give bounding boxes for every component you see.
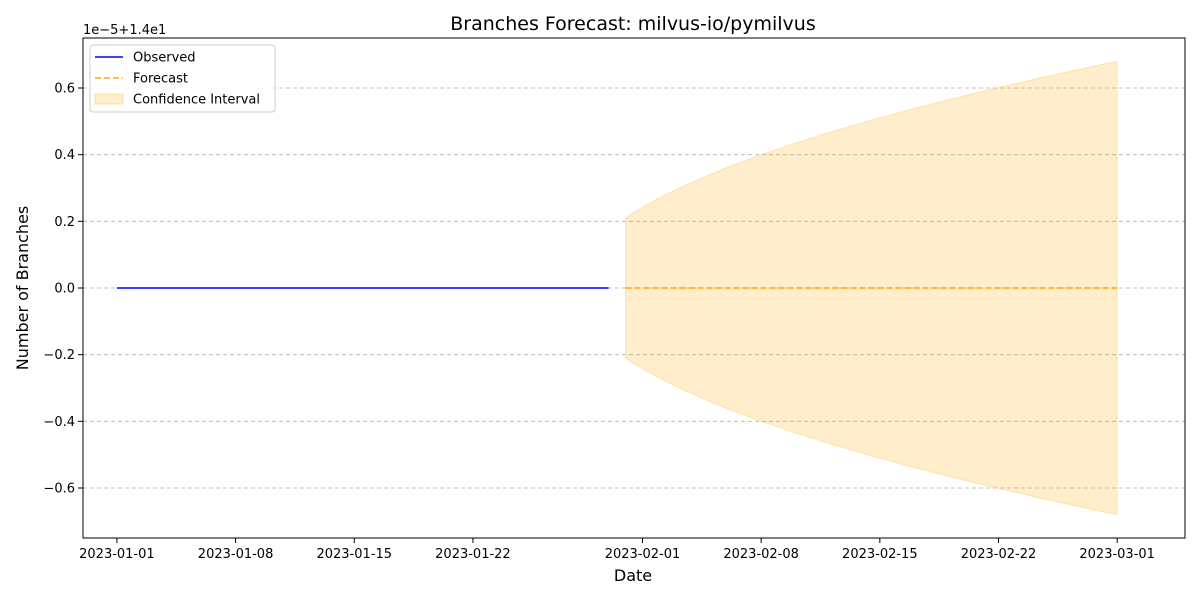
x-tick-label: 2023-02-01	[605, 547, 681, 562]
x-axis: 2023-01-01 2023-01-08 2023-01-15 2023-01-22…	[79, 538, 1155, 562]
x-tick-label: 2023-01-01	[79, 547, 155, 562]
x-tick-label: 2023-01-08	[198, 547, 274, 562]
chart-title: Branches Forecast: milvus-io/pymilvus	[450, 13, 815, 35]
y-offset-label: 1e−5+1.4e1	[83, 23, 166, 38]
y-tick-label: 0.4	[54, 148, 75, 163]
y-tick-label: −0.4	[43, 415, 75, 430]
y-axis-label: Number of Branches	[13, 206, 32, 370]
y-tick-label: 0.6	[54, 82, 75, 97]
y-tick-label: −0.2	[43, 348, 75, 363]
legend-label: Observed	[133, 51, 196, 66]
x-tick-label: 2023-02-22	[961, 547, 1037, 562]
x-tick-label: 2023-01-15	[316, 547, 392, 562]
y-axis: 0.6 0.4 0.2 0.0 −0.2 −0.4 −0.6	[43, 82, 83, 497]
legend: Observed Forecast Confidence Interval	[90, 45, 275, 112]
x-axis-label: Date	[614, 566, 652, 585]
x-tick-label: 2023-02-15	[842, 547, 918, 562]
x-tick-label: 2023-01-22	[435, 547, 511, 562]
y-tick-label: 0.2	[54, 215, 75, 230]
y-tick-label: −0.6	[43, 482, 75, 497]
legend-label: Confidence Interval	[133, 93, 260, 108]
x-tick-label: 2023-03-01	[1079, 547, 1155, 562]
x-tick-label: 2023-02-08	[723, 547, 799, 562]
y-tick-label: 0.0	[54, 282, 75, 297]
legend-swatch-confidence	[95, 94, 123, 104]
legend-label: Forecast	[133, 72, 188, 87]
